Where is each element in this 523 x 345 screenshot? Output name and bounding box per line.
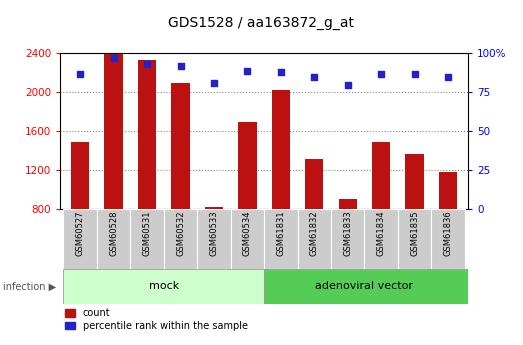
Bar [71,142,89,209]
Text: GSM60527: GSM60527 [76,210,85,256]
Text: GSM60528: GSM60528 [109,210,118,256]
Point [109,56,118,61]
Text: GSM61831: GSM61831 [276,210,286,256]
Bar [63,209,97,269]
Bar [431,209,465,269]
Point [344,82,352,87]
Text: GSM61836: GSM61836 [444,210,452,256]
Bar [331,209,365,269]
Text: GSM61833: GSM61833 [343,210,352,256]
Text: adenoviral vector: adenoviral vector [315,282,413,291]
Bar [105,55,123,209]
Bar [405,155,424,209]
Bar [130,209,164,269]
Bar [264,269,482,304]
Bar [439,172,457,209]
Bar [238,122,257,209]
Bar [338,199,357,209]
Bar [97,209,130,269]
Bar [271,90,290,209]
Point [210,80,218,86]
Text: GDS1528 / aa163872_g_at: GDS1528 / aa163872_g_at [168,16,355,30]
Text: GSM60532: GSM60532 [176,210,185,256]
Point [377,71,385,77]
Point [310,74,319,80]
Bar [305,159,323,209]
Bar [372,142,390,209]
Point [277,69,285,75]
Point [76,71,84,77]
Text: GSM61834: GSM61834 [377,210,385,256]
Text: GSM61835: GSM61835 [410,210,419,256]
Bar [138,60,156,209]
Point [143,62,151,67]
Bar [398,209,431,269]
Text: GSM60534: GSM60534 [243,210,252,256]
Bar [197,209,231,269]
Text: mock: mock [149,282,179,291]
Point [411,71,419,77]
Bar [264,209,298,269]
Point [243,68,252,73]
Bar [231,209,264,269]
Bar [365,209,398,269]
Bar [205,207,223,209]
Text: GSM61832: GSM61832 [310,210,319,256]
Text: infection ▶: infection ▶ [3,282,56,291]
Legend: count, percentile rank within the sample: count, percentile rank within the sample [65,308,247,331]
Bar [172,82,190,209]
Point [176,63,185,69]
Text: GSM60533: GSM60533 [209,210,219,256]
Point [444,74,452,80]
Bar [298,209,331,269]
Bar [164,209,197,269]
Bar [63,269,264,304]
Text: GSM60531: GSM60531 [143,210,152,256]
